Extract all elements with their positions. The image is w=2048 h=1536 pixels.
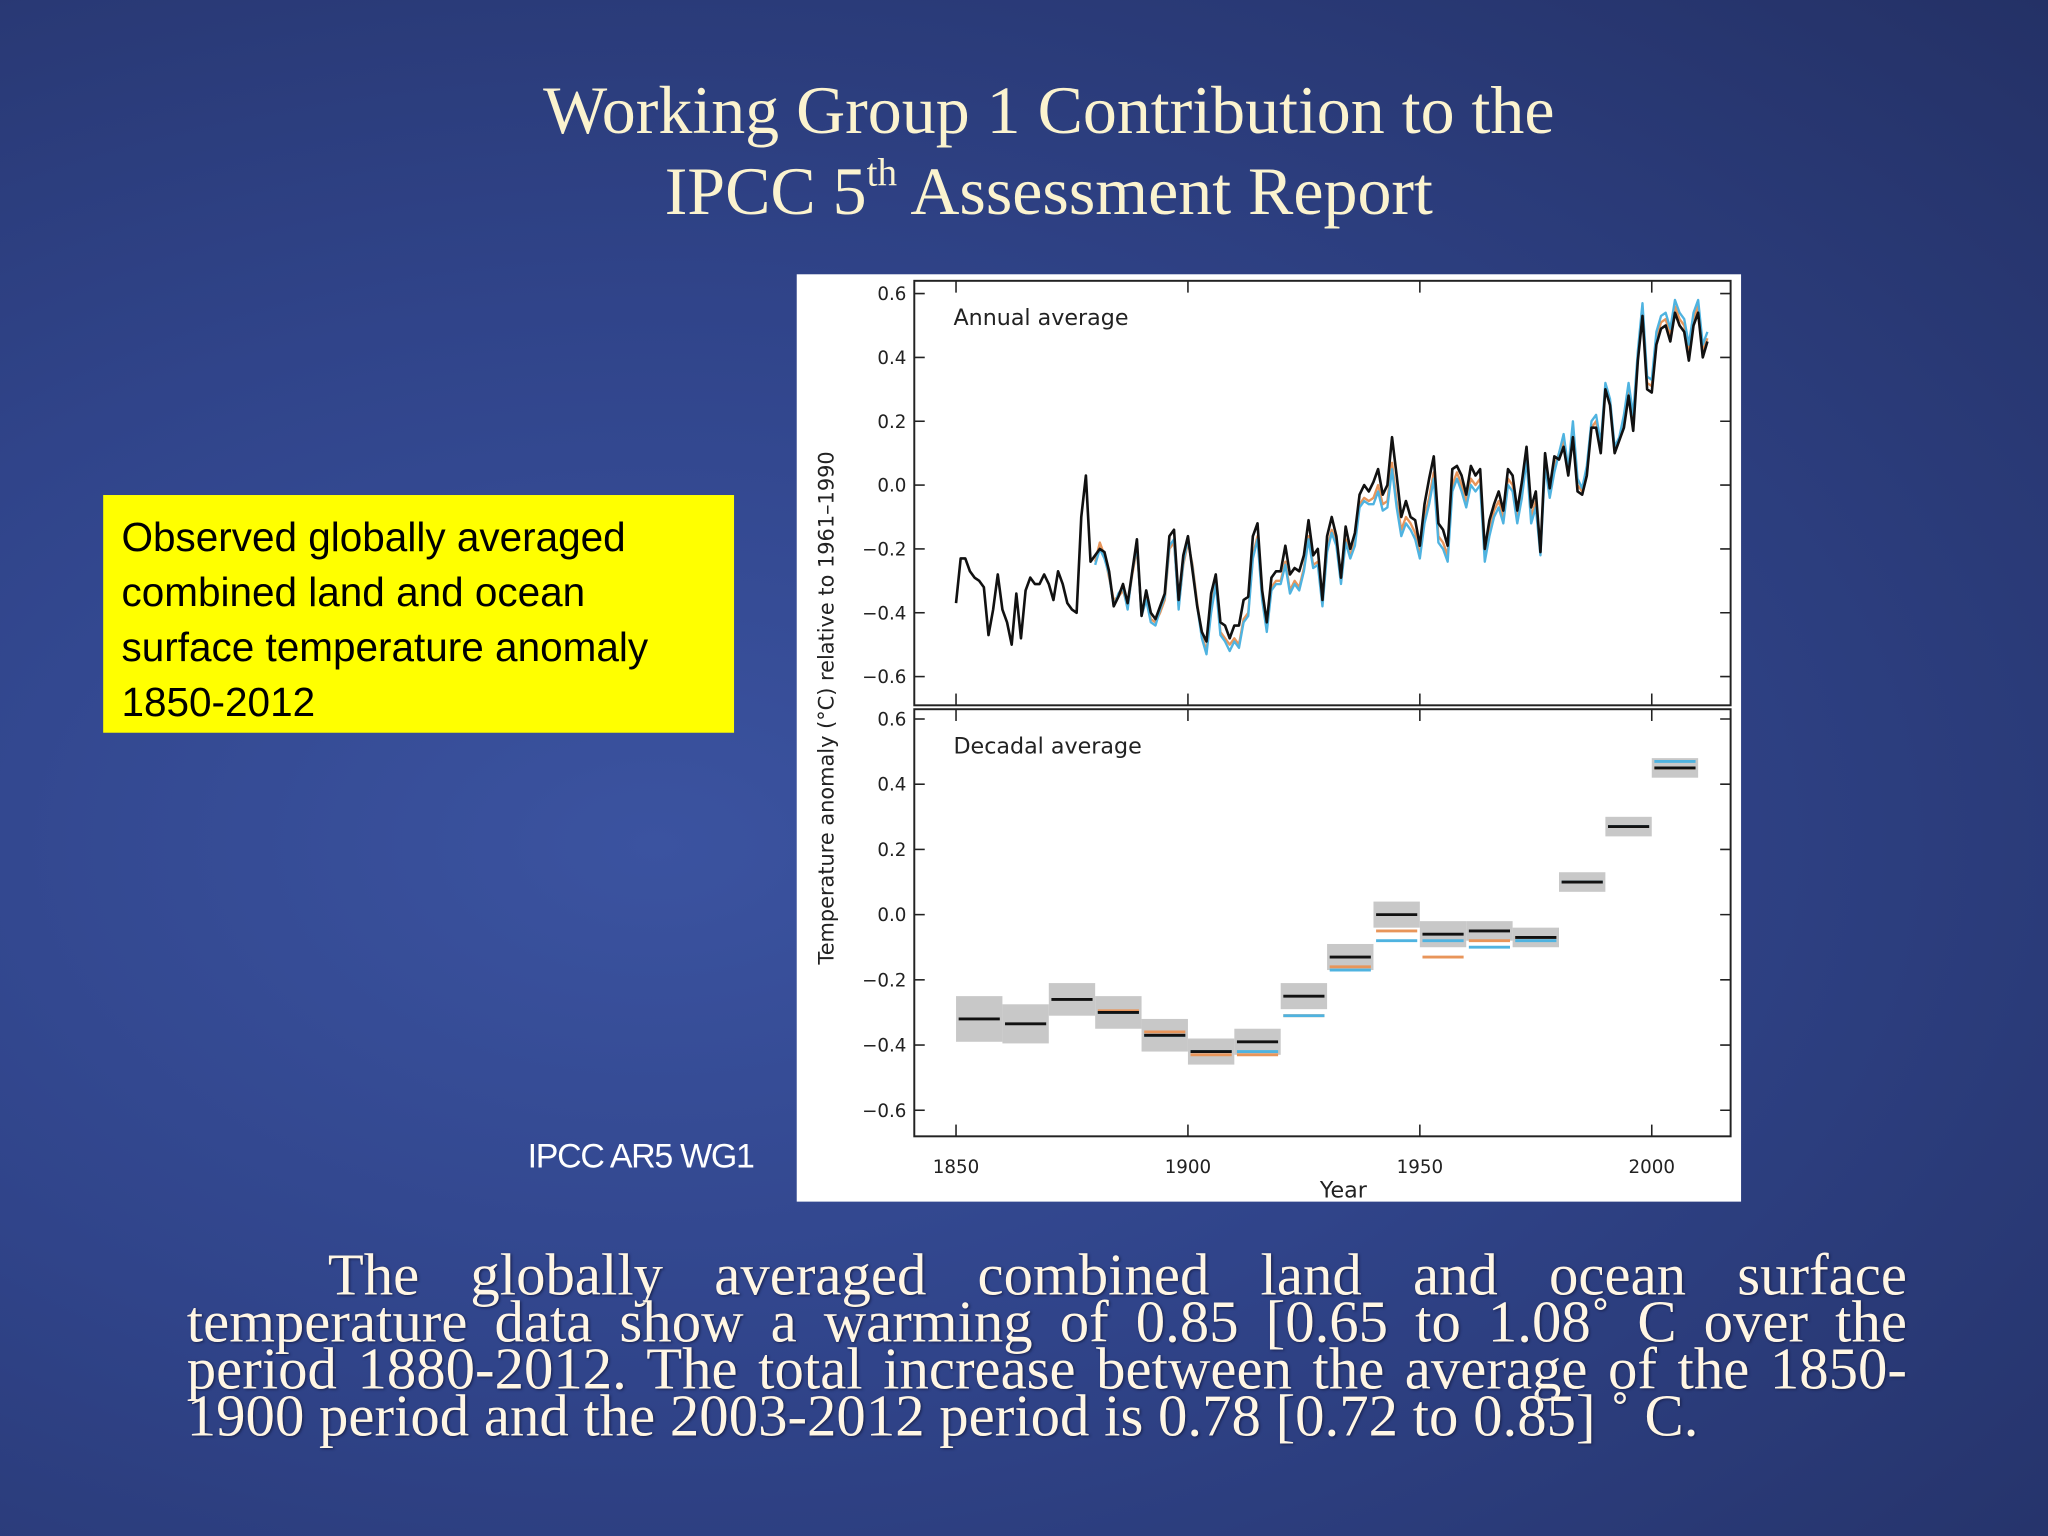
y-tick-label: −0.4	[862, 603, 906, 624]
source: IPCC AR5 WG1	[527, 1136, 755, 1176]
y-tick-label: 0.6	[877, 284, 906, 305]
title-sup: th	[866, 151, 898, 195]
title-text: Assessment Report	[897, 155, 1433, 230]
panel-annotation: Decadal average	[953, 734, 1141, 760]
y-tick-label: 0.0	[877, 476, 906, 497]
y-tick-label: −0.2	[862, 970, 906, 991]
chart-panel: −0.6 −0.4 −0.2 0.0 0.2 0.4 0.6 Annual average Te…	[796, 274, 1742, 1204]
y-tick-label: −0.4	[862, 1036, 906, 1057]
chart: −0.6 −0.4 −0.2 0.0 0.2 0.4 0.6 Annual average Te…	[814, 279, 1732, 1204]
title-line: Working Group 1 Contribution to the	[543, 74, 1555, 149]
series-line	[954, 311, 1709, 646]
plot-frame	[913, 279, 1732, 707]
x-tick-label: 1850	[933, 1157, 980, 1178]
y-tick-label: 0.2	[877, 840, 906, 861]
x-axis-label: Year	[1319, 1178, 1368, 1202]
panel-annotation: Annual average	[953, 305, 1128, 331]
x-tick-label: 1950	[1397, 1157, 1443, 1178]
series-line	[1094, 305, 1709, 653]
y-axis-label: Temperature anomaly (°C) relative to 196…	[814, 451, 838, 965]
y-tick-label: 0.4	[877, 775, 906, 796]
y-tick-label: 0.2	[877, 412, 906, 433]
caption-box: Observed globally averaged combined land…	[103, 495, 735, 733]
y-tick-label: −0.6	[862, 667, 906, 688]
y-tick-label: 0.6	[877, 710, 906, 731]
title-text: IPCC 5	[664, 155, 867, 230]
body-text: The globally averaged combined land and …	[186, 1242, 1907, 1449]
y-tick-label: −0.6	[862, 1101, 906, 1122]
title-line: IPCC 5th Assessment Report	[0, 151, 2048, 231]
y-tick-label: 0.0	[877, 905, 906, 926]
x-tick-label: 1900	[1165, 1157, 1212, 1178]
x-tick-label: 2000	[1629, 1157, 1676, 1178]
y-tick-label: −0.2	[862, 539, 906, 560]
y-tick-label: 0.4	[877, 348, 906, 369]
plot-frame	[913, 708, 1732, 1138]
series-line	[1094, 298, 1709, 656]
